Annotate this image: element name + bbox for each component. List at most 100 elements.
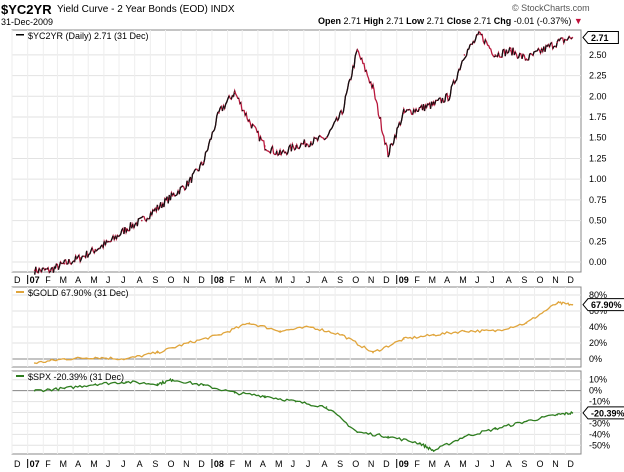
data-point	[356, 431, 359, 434]
chart-name-text: Yield Curve - 2 Year Bonds (EOD)	[57, 4, 208, 15]
panel-frame	[11, 29, 582, 273]
last-value-label: 67.90%	[591, 300, 622, 310]
x-tick-label: F	[414, 459, 420, 469]
data-point	[63, 387, 66, 390]
data-point	[494, 428, 497, 430]
data-point	[432, 103, 435, 106]
x-tick-label: A	[137, 459, 143, 469]
data-point	[125, 381, 127, 383]
x-tick-label: S	[521, 459, 527, 469]
x-tick-label: A	[506, 459, 512, 469]
data-point	[525, 420, 528, 423]
stockcharts-watermark: © StockCharts.com	[512, 3, 590, 13]
y-tick-label: -10%	[589, 397, 610, 407]
data-point	[571, 412, 574, 414]
data-point	[33, 269, 36, 272]
data-point	[418, 107, 421, 110]
data-point	[63, 262, 66, 265]
data-point	[494, 54, 497, 56]
data-point	[125, 228, 127, 230]
y-tick-label: 1.00	[589, 174, 607, 184]
data-point	[571, 36, 574, 39]
data-point	[94, 383, 97, 385]
y-tick-label: -40%	[589, 429, 610, 439]
x-tick-label: D	[383, 275, 390, 285]
data-point	[279, 330, 281, 332]
data-point	[294, 400, 297, 403]
y-tick-label: 2.00	[589, 91, 607, 101]
data-point	[264, 145, 266, 147]
x-tick-label: J	[291, 459, 296, 469]
x-tick-label: M	[275, 275, 283, 285]
low-label: Low	[406, 16, 425, 26]
x-tick-label: A	[260, 459, 266, 469]
x-tick-label: S	[152, 275, 158, 285]
data-point	[63, 358, 66, 360]
x-tick-label: J	[490, 275, 495, 285]
data-point	[141, 219, 143, 222]
x-tick-label: A	[321, 275, 327, 285]
panel-legend: $GOLD 67.90% (31 Dec)	[16, 288, 129, 298]
legend-swatch	[16, 291, 24, 293]
legend-label: $GOLD 67.90% (31 Dec)	[28, 288, 129, 298]
x-tick-label: N	[552, 459, 559, 469]
data-point	[463, 54, 466, 56]
x-tick-label: A	[444, 459, 450, 469]
y-tick-label: 80%	[589, 290, 607, 300]
x-tick-label: M	[90, 459, 98, 469]
data-point	[218, 334, 220, 336]
x-tick-label: O	[167, 459, 174, 469]
open-value: 2.71	[343, 16, 362, 26]
x-tick-label: J	[121, 459, 126, 469]
exchange-label: INDX	[210, 4, 235, 15]
x-tick-label: 08	[214, 275, 224, 285]
data-point	[341, 112, 344, 114]
data-point	[525, 58, 528, 60]
data-point	[202, 384, 205, 387]
open-label: Open	[318, 16, 342, 26]
data-point	[525, 322, 528, 324]
y-tick-label: 1.50	[589, 133, 607, 143]
data-point	[510, 49, 512, 52]
x-tick-label: J	[291, 275, 296, 285]
last-value-box	[582, 406, 624, 420]
y-tick-label: 0.00	[589, 257, 607, 267]
x-tick-label: A	[75, 459, 81, 469]
data-point	[387, 435, 389, 438]
x-tick-label: M	[429, 459, 437, 469]
x-tick-label: A	[137, 275, 143, 285]
x-axis-main: D 07 F M A M J J A S O N D 08 F M A M J J A S O N D 09 F M A M J J A S O N D	[14, 275, 574, 285]
low-value: 2.71	[426, 16, 445, 26]
legend-swatch	[16, 375, 24, 377]
data-point	[403, 338, 405, 340]
data-point	[33, 389, 36, 392]
x-tick-label: M	[90, 275, 98, 285]
panel-legend: $YC2YR (Daily) 2.71 (31 Dec)	[16, 31, 149, 41]
data-point	[479, 33, 481, 35]
x-axis-bottom: D 07 F M A M J J A S O N D 08 F M A M J J A S O N D 09 F M A M J J A S O N D	[14, 459, 574, 469]
x-tick-label: M	[244, 275, 252, 285]
x-tick-label: N	[183, 459, 190, 469]
data-point	[233, 392, 236, 394]
x-tick-label: J	[306, 275, 311, 285]
data-point	[49, 269, 52, 272]
ohlc-readout: Open 2.71 High 2.71 Low 2.71 Close 2.71 …	[318, 16, 583, 26]
data-point	[540, 49, 543, 52]
x-tick-label: J	[475, 459, 480, 469]
data-point	[156, 351, 159, 354]
x-tick-label: A	[260, 275, 266, 285]
x-tick-label: N	[552, 275, 559, 285]
x-tick-label: O	[537, 459, 544, 469]
x-tick-label: D	[383, 459, 390, 469]
data-point	[556, 302, 559, 304]
x-tick-label: F	[45, 275, 51, 285]
data-point	[556, 41, 559, 44]
data-point	[341, 334, 344, 336]
x-tick-label: M	[244, 459, 252, 469]
data-point	[233, 91, 236, 93]
y-tick-label: 0.50	[589, 216, 607, 226]
data-point	[248, 120, 251, 122]
last-value-label: 2.71	[591, 33, 609, 43]
y-tick-label: 10%	[589, 375, 607, 385]
x-tick-label: M	[459, 275, 467, 285]
